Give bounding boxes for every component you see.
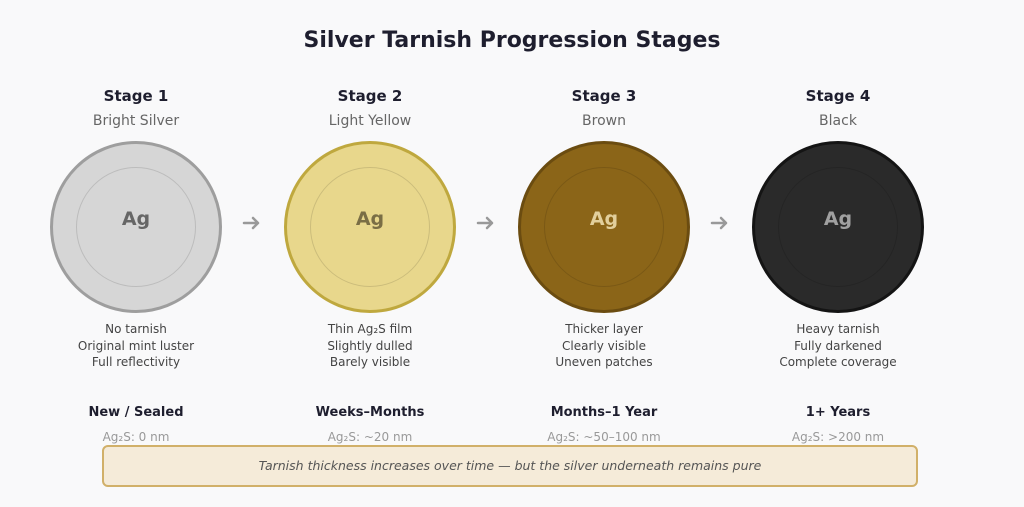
stage-description: No tarnish Original mint luster Full ref… (19, 321, 253, 371)
stage-description: Thin Ag₂S film Slightly dulled Barely vi… (253, 321, 487, 371)
stage-3: Stage 3 Brown Ag Thicker layer Clearly v… (487, 0, 721, 507)
stage-label: Stage 1 (103, 87, 169, 105)
coin-icon: Ag (518, 141, 690, 313)
description-line: No tarnish (105, 322, 167, 336)
stage-color-name: Bright Silver (92, 113, 180, 129)
coin-inner-ring (544, 167, 664, 287)
coin-icon: Ag (284, 141, 456, 313)
coin-inner-ring (76, 167, 196, 287)
coin-symbol: Ag (121, 208, 151, 230)
stage-label: Stage 2 (337, 87, 403, 105)
stage-4: Stage 4 Black Ag Heavy tarnish Fully dar… (721, 0, 955, 507)
arrow-right-icon (710, 216, 728, 230)
stage-color-name: Light Yellow (328, 113, 412, 129)
footer-note: Tarnish thickness increases over time — … (102, 445, 918, 487)
coin-inner-ring (310, 167, 430, 287)
coin-icon: Ag (50, 141, 222, 313)
coin-symbol: Ag (823, 208, 853, 230)
stage-thickness: Ag₂S: ~50–100 nm (547, 430, 661, 444)
stage-time: 1+ Years (805, 405, 871, 420)
description-line: Uneven patches (555, 355, 653, 369)
arrow-right-icon (476, 216, 494, 230)
description-line: Clearly visible (562, 338, 646, 353)
diagram-title: Silver Tarnish Progression Stages (303, 28, 721, 53)
description-line: Heavy tarnish (796, 322, 880, 336)
description-line: Original mint luster (77, 338, 195, 353)
stage-thickness: Ag₂S: ~20 nm (327, 430, 413, 444)
description-line: Slightly dulled (327, 338, 413, 353)
coin-symbol: Ag (589, 208, 619, 230)
stage-color-name: Brown (582, 113, 626, 129)
description-line: Barely visible (329, 355, 411, 369)
coin-icon: Ag (752, 141, 924, 313)
stage-time: Months–1 Year (550, 405, 658, 420)
stage-thickness: Ag₂S: 0 nm (102, 430, 170, 444)
description-line: Thicker layer (565, 322, 643, 336)
stage-description: Heavy tarnish Fully darkened Complete co… (721, 321, 955, 371)
stage-2: Stage 2 Light Yellow Ag Thin Ag₂S film S… (253, 0, 487, 507)
description-line: Full reflectivity (91, 355, 181, 369)
stage-color-name: Black (819, 113, 857, 129)
stage-label: Stage 3 (571, 87, 637, 105)
description-line: Complete coverage (779, 355, 897, 369)
description-line: Thin Ag₂S film (327, 322, 413, 336)
stage-thickness: Ag₂S: >200 nm (791, 430, 885, 444)
stage-description: Thicker layer Clearly visible Uneven pat… (487, 321, 721, 371)
description-line: Fully darkened (794, 338, 882, 353)
stage-label: Stage 4 (805, 87, 871, 105)
coin-inner-ring (778, 167, 898, 287)
stage-time: New / Sealed (88, 405, 184, 420)
stage-1: Stage 1 Bright Silver Ag No tarnish Orig… (19, 0, 253, 507)
arrow-right-icon (242, 216, 260, 230)
stage-time: Weeks–Months (315, 405, 425, 420)
coin-symbol: Ag (355, 208, 385, 230)
